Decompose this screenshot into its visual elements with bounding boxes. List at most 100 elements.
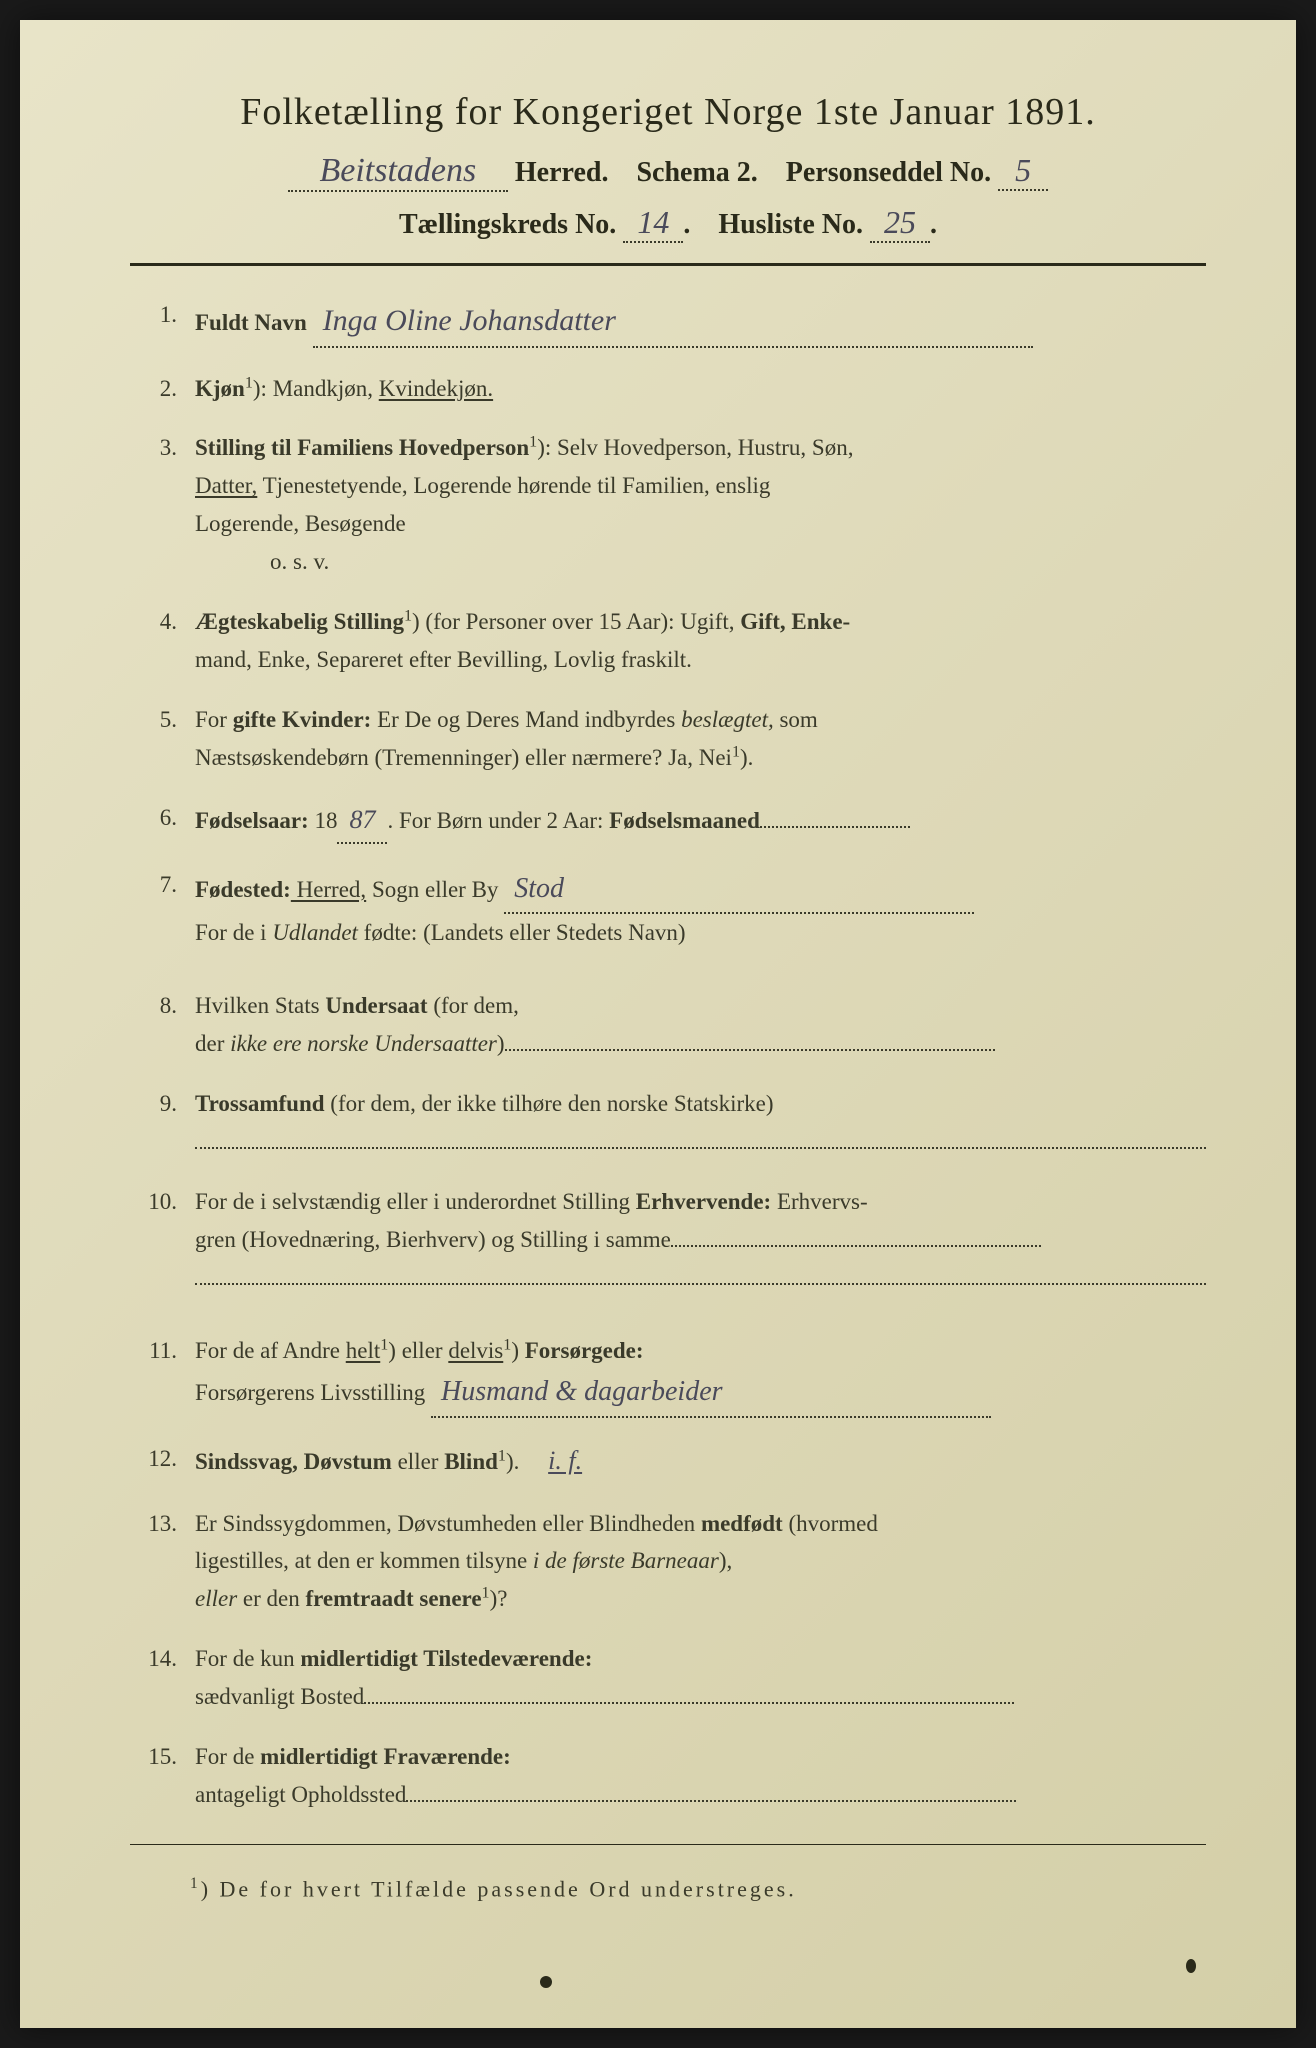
- religion-value: [195, 1147, 1206, 1149]
- kreds-no: 14: [623, 204, 683, 243]
- personseddel-label: Personseddel No.: [786, 157, 991, 188]
- item-num: 7.: [140, 866, 195, 952]
- provider-value: Husmand & dagarbeider: [431, 1369, 991, 1417]
- field-label: medfødt: [701, 1511, 783, 1536]
- text: Næstsøskendebørn (Tremenninger) eller næ…: [195, 745, 732, 770]
- text: eller: [392, 1449, 444, 1474]
- text: For: [195, 707, 233, 732]
- item-body: Kjøn1): Mandkjøn, Kvindekjøn.: [195, 370, 1206, 408]
- occupation-value: [671, 1245, 1041, 1247]
- sup: 1: [732, 743, 740, 760]
- form-header: Folketælling for Kongeriget Norge 1ste J…: [130, 90, 1206, 243]
- item-body: Er Sindssygdommen, Døvstumheden eller Bl…: [195, 1505, 1206, 1619]
- selected-value: Herred,: [291, 877, 366, 902]
- text: (hvormed: [783, 1511, 878, 1536]
- field-label: Forsørgede:: [525, 1338, 644, 1363]
- husliste-label: Husliste No.: [718, 209, 863, 240]
- text: Er Sindssygdommen, Døvstumheden eller Bl…: [195, 1511, 701, 1536]
- item-4: 4. Ægteskabelig Stilling1) (for Personer…: [140, 603, 1206, 679]
- item-num: 9.: [140, 1085, 195, 1161]
- item-body: Ægteskabelig Stilling1) (for Personer ov…: [195, 603, 1206, 679]
- item-body: For de kun midlertidigt Tilstedeværende:…: [195, 1640, 1206, 1716]
- text: ).: [740, 745, 753, 770]
- field-label: midlertidigt Fraværende:: [260, 1744, 511, 1769]
- herred-label: Herred.: [515, 157, 609, 188]
- text: For de af Andre: [195, 1338, 346, 1363]
- selected-value: helt: [346, 1338, 381, 1363]
- item-body: For de midlertidigt Fraværende: antageli…: [195, 1738, 1206, 1814]
- disability-value: i. f.: [548, 1446, 582, 1475]
- sup: 1: [404, 608, 412, 625]
- text: som: [774, 707, 818, 732]
- item-num: 12.: [140, 1440, 195, 1483]
- item-num: 11.: [140, 1332, 195, 1418]
- text: For de: [195, 1744, 260, 1769]
- item-10: 10. For de i selvstændig eller i underor…: [140, 1183, 1206, 1297]
- sup: 1: [245, 374, 253, 391]
- text: ikke ere norske Undersaatter: [230, 1031, 497, 1056]
- field-label: Fødselsmaaned: [609, 808, 760, 833]
- field-label: Trossamfund: [195, 1091, 325, 1116]
- text: (for dem,: [428, 993, 519, 1018]
- item-body: Trossamfund (for dem, der ikke tilhøre d…: [195, 1085, 1206, 1161]
- text: ligestilles, at den er kommen tilsyne: [195, 1548, 533, 1573]
- field-label: Sindssvag, Døvstum: [195, 1449, 392, 1474]
- kreds-label: Tællingskreds No.: [399, 209, 616, 240]
- herred-line: Beitstadens Herred. Schema 2. Personsedd…: [130, 152, 1206, 192]
- text: o. s. v.: [195, 543, 1206, 581]
- selected-value: Kvindekjøn.: [379, 376, 493, 401]
- item-num: 4.: [140, 603, 195, 679]
- field-label: Fuldt Navn: [195, 310, 307, 335]
- item-body: Sindssvag, Døvstum eller Blind1). i. f.: [195, 1440, 1206, 1483]
- item-9: 9. Trossamfund (for dem, der ikke tilhør…: [140, 1085, 1206, 1161]
- item-num: 10.: [140, 1183, 195, 1297]
- text: Hvilken Stats: [195, 993, 325, 1018]
- text: ).: [506, 1449, 519, 1474]
- item-body: Fuldt Navn Inga Oline Johansdatter: [195, 296, 1206, 348]
- text: mand, Enke, Separeret efter Bevilling, L…: [195, 647, 692, 672]
- text: beslægtet,: [681, 707, 774, 732]
- probable-residence: [406, 1800, 1016, 1802]
- item-1: 1. Fuldt Navn Inga Oline Johansdatter: [140, 296, 1206, 348]
- item-14: 14. For de kun midlertidigt Tilstedevære…: [140, 1640, 1206, 1716]
- census-form-page: Folketælling for Kongeriget Norge 1ste J…: [20, 20, 1296, 2028]
- divider-bottom: [130, 1844, 1206, 1845]
- item-num: 1.: [140, 296, 195, 348]
- footnote-text: ) De for hvert Tilfælde passende Ord und…: [201, 1876, 797, 1901]
- item-3: 3. Stilling til Familiens Hovedperson1):…: [140, 429, 1206, 581]
- item-body: Fødested: Herred, Sogn eller By Stod For…: [195, 866, 1206, 952]
- text: i de første Barneaar: [533, 1548, 719, 1573]
- item-num: 3.: [140, 429, 195, 581]
- name-value: Inga Oline Johansdatter: [313, 296, 1033, 348]
- sup: 1: [498, 1447, 506, 1464]
- citizenship-value: [505, 1049, 995, 1051]
- item-num: 15.: [140, 1738, 195, 1814]
- herred-value: Beitstadens: [288, 152, 508, 192]
- item-11: 11. For de af Andre helt1) eller delvis1…: [140, 1332, 1206, 1418]
- item-6: 6. Fødselsaar: 1887. For Børn under 2 Aa…: [140, 799, 1206, 844]
- footnote-sup: 1: [190, 1875, 201, 1892]
- item-2: 2. Kjøn1): Mandkjøn, Kvindekjøn.: [140, 370, 1206, 408]
- text: Erhvervs-: [771, 1189, 867, 1214]
- text: ) (for Personer over 15 Aar): Ugift,: [412, 609, 740, 634]
- field-label: midlertidigt Tilstedeværende:: [300, 1646, 592, 1671]
- text: For de i: [195, 920, 272, 945]
- text: For de kun: [195, 1646, 300, 1671]
- field-label: Ægteskabelig Stilling: [195, 609, 404, 634]
- item-body: For de af Andre helt1) eller delvis1) Fo…: [195, 1332, 1206, 1418]
- sup: 1: [529, 434, 537, 451]
- text: fødte: (Landets eller Stedets Navn): [358, 920, 686, 945]
- sup: 1: [482, 1585, 490, 1602]
- text: Enke-: [786, 609, 851, 634]
- text: ): Selv Hovedperson, Hustru, Søn,: [537, 435, 853, 460]
- item-body: For de i selvstændig eller i underordnet…: [195, 1183, 1206, 1297]
- usual-residence: [364, 1702, 1014, 1704]
- occupation-value-2: [195, 1283, 1206, 1285]
- text: ),: [719, 1548, 732, 1573]
- text: )?: [490, 1586, 508, 1611]
- schema-label: Schema 2.: [636, 157, 757, 188]
- item-body: Stilling til Familiens Hovedperson1): Se…: [195, 429, 1206, 581]
- text: Udlandet: [272, 920, 358, 945]
- text: sædvanligt Bosted: [195, 1684, 364, 1709]
- text: er den: [237, 1586, 305, 1611]
